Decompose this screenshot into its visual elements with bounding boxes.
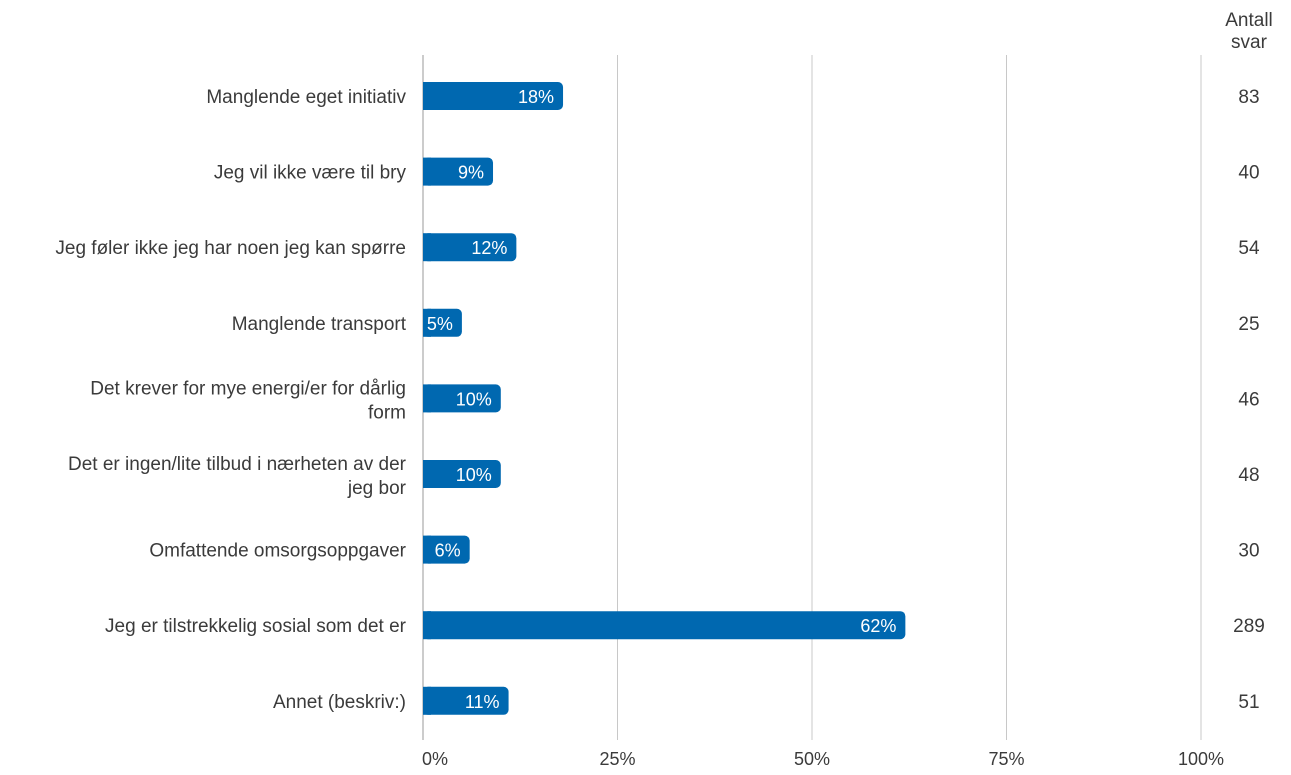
bar-value-label: 12% — [471, 238, 507, 258]
category-label: Manglende transport — [232, 314, 407, 335]
bar-value-label: 62% — [860, 616, 896, 636]
bar-value-label: 5% — [427, 314, 453, 334]
bar — [423, 82, 564, 110]
bar — [423, 686, 509, 715]
count-value: 83 — [1238, 87, 1259, 108]
bar — [423, 308, 462, 337]
category-label: Det krever for mye energi/er for dårlig f… — [90, 378, 406, 423]
bar-base — [423, 233, 431, 262]
bar-base — [423, 535, 431, 564]
count-value: 51 — [1238, 692, 1259, 713]
x-tick-label: 25% — [599, 749, 635, 769]
x-tick-label: 75% — [988, 749, 1024, 769]
bar — [423, 233, 517, 262]
bar — [423, 611, 906, 640]
bar-base — [423, 308, 431, 337]
bar — [423, 460, 501, 488]
bar — [423, 535, 470, 564]
bar-base — [423, 686, 431, 715]
category-label: Jeg vil ikke være til bry — [214, 163, 407, 184]
bar-base — [423, 82, 431, 110]
count-value: 54 — [1238, 238, 1260, 259]
category-label: Omfattende omsorgsoppgaver — [149, 541, 406, 562]
bar-value-label: 6% — [435, 541, 461, 561]
bar-value-label: 18% — [518, 87, 554, 107]
bar-value-label: 10% — [456, 465, 492, 485]
bar-base — [423, 460, 431, 488]
category-label: Jeg er tilstrekkelig sosial som det er — [105, 616, 407, 637]
category-label: Jeg føler ikke jeg har noen jeg kan spør… — [55, 238, 406, 259]
bar-value-label: 10% — [456, 389, 492, 409]
bar — [423, 157, 494, 186]
count-value: 40 — [1238, 163, 1259, 184]
count-value: 25 — [1238, 314, 1259, 335]
category-label: Annet (beskriv:) — [273, 692, 406, 713]
bar — [423, 384, 501, 413]
bar-value-label: 9% — [458, 163, 484, 183]
bar-base — [423, 611, 431, 640]
bar-base — [423, 384, 431, 413]
count-value: 289 — [1233, 616, 1265, 637]
category-label: Manglende eget initiativ — [206, 87, 406, 108]
category-label: Det er ingen/lite tilbud i nærheten av d… — [68, 454, 407, 499]
count-value: 46 — [1238, 389, 1259, 410]
counts-header: Antall svar — [1225, 10, 1273, 53]
x-tick-label: 50% — [794, 749, 830, 769]
bar-base — [423, 157, 431, 186]
count-value: 30 — [1238, 541, 1259, 562]
x-tick-label: 100% — [1178, 749, 1224, 769]
bar-value-label: 11% — [465, 692, 500, 712]
count-value: 48 — [1238, 465, 1259, 486]
x-tick-label: 0% — [422, 749, 448, 769]
